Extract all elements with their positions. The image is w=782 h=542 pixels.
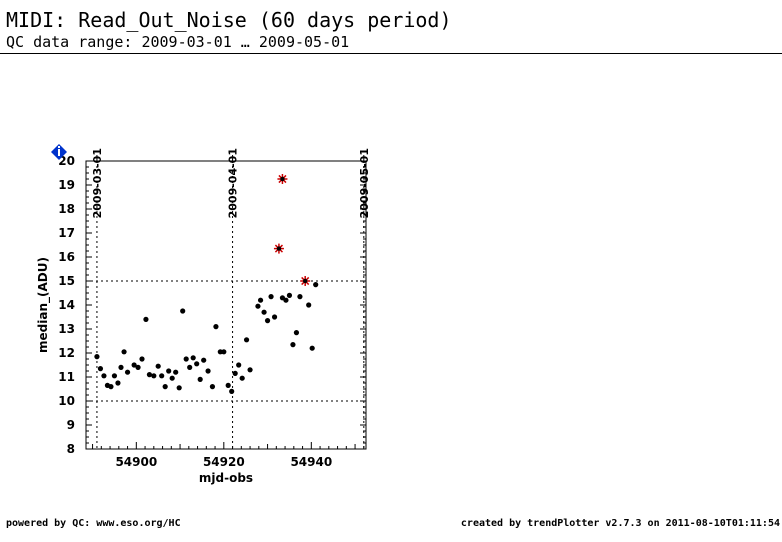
- data-point: [166, 368, 172, 374]
- data-point: [309, 345, 315, 351]
- data-point: [213, 324, 219, 330]
- date-marker-label: 2009-03-01: [91, 148, 104, 218]
- x-tick-label: 54940: [290, 455, 332, 469]
- data-point: [111, 373, 118, 379]
- outlier-point: [300, 276, 311, 286]
- axis-ticks: [86, 155, 366, 450]
- y-tick-label: 9: [67, 418, 75, 432]
- data-point: [139, 356, 145, 362]
- data-point: [293, 330, 300, 336]
- data-point: [155, 363, 161, 369]
- data-point: [255, 303, 261, 309]
- data-point: [176, 385, 182, 391]
- data-point: [94, 354, 100, 360]
- info-glyph-dot: [58, 146, 60, 148]
- y-axis-title: median_(ADU): [36, 257, 51, 353]
- date-marker-label: 2009-05-01: [358, 148, 371, 218]
- data-point: [243, 337, 250, 343]
- y-tick-label: 19: [58, 178, 75, 192]
- y-tick-label: 20: [58, 154, 75, 168]
- y-tick-label: 14: [58, 298, 75, 312]
- data-point: [229, 388, 235, 394]
- data-point: [236, 362, 242, 368]
- data-point: [135, 364, 141, 370]
- header-divider: [0, 53, 782, 54]
- data-point: [131, 362, 137, 368]
- data-point: [190, 355, 196, 361]
- data-point: [151, 373, 157, 379]
- x-tick-label: 54900: [115, 455, 157, 469]
- data-point: [271, 314, 278, 320]
- data-point: [283, 297, 289, 303]
- data-point: [290, 342, 296, 348]
- data-point: [313, 282, 319, 288]
- data-point: [221, 349, 227, 355]
- data-point: [121, 349, 127, 355]
- data-point: [209, 384, 216, 390]
- data-point: [225, 382, 231, 388]
- data-point: [257, 297, 264, 303]
- data-point: [159, 373, 165, 379]
- y-tick-label: 17: [58, 226, 75, 240]
- data-point: [286, 292, 293, 298]
- data-point: [194, 361, 200, 367]
- data-point: [169, 375, 175, 381]
- y-tick-label: 8: [67, 442, 75, 456]
- data-point: [180, 308, 186, 314]
- data-point: [124, 369, 131, 375]
- footer-powered-by: powered by QC: www.eso.org/HC: [6, 518, 181, 529]
- data-point: [247, 367, 253, 373]
- data-range-subtitle: QC data range: 2009-03-01 … 2009-05-01: [6, 33, 350, 51]
- axis-labels: 2009-03-01 2009-04-01 2009-05-01 8 9 10 11 12 13…: [36, 148, 371, 485]
- data-point: [183, 356, 189, 362]
- data-point: [187, 364, 193, 370]
- data-point: [239, 375, 245, 381]
- outlier-point: [273, 243, 284, 254]
- y-tick-label: 12: [58, 346, 75, 360]
- outlier-point: [277, 174, 288, 184]
- data-point: [97, 366, 104, 372]
- y-tick-label: 13: [58, 322, 75, 336]
- data-point: [146, 372, 153, 378]
- x-axis-title: mjd-obs: [199, 471, 253, 485]
- data-point: [173, 369, 179, 375]
- y-tick-label: 10: [58, 394, 75, 408]
- data-point: [101, 373, 107, 379]
- footer-created-by: created by trendPlotter v2.7.3 on 2011-0…: [460, 518, 780, 529]
- data-point: [197, 376, 203, 382]
- data-point: [232, 370, 238, 376]
- page-title: MIDI: Read_Out_Noise (60 days period): [6, 8, 452, 32]
- data-point: [261, 309, 267, 315]
- data-point: [162, 384, 168, 390]
- data-point: [205, 368, 211, 374]
- data-point: [306, 302, 312, 308]
- y-tick-label: 18: [58, 202, 75, 216]
- data-point: [201, 357, 207, 363]
- data-point: [118, 364, 124, 370]
- data-point: [115, 380, 121, 386]
- data-point: [108, 384, 114, 390]
- data-points: [94, 174, 319, 394]
- data-point: [264, 318, 271, 324]
- info-glyph: [58, 149, 60, 156]
- date-marker-label: 2009-04-01: [227, 148, 240, 218]
- data-point: [268, 294, 274, 300]
- y-tick-label: 16: [58, 250, 75, 264]
- y-tick-label: 11: [58, 370, 75, 384]
- y-tick-label: 15: [58, 274, 75, 288]
- info-diamond-icon[interactable]: [51, 144, 67, 160]
- data-point: [297, 294, 303, 300]
- data-point: [143, 316, 149, 322]
- x-tick-label: 54920: [203, 455, 245, 469]
